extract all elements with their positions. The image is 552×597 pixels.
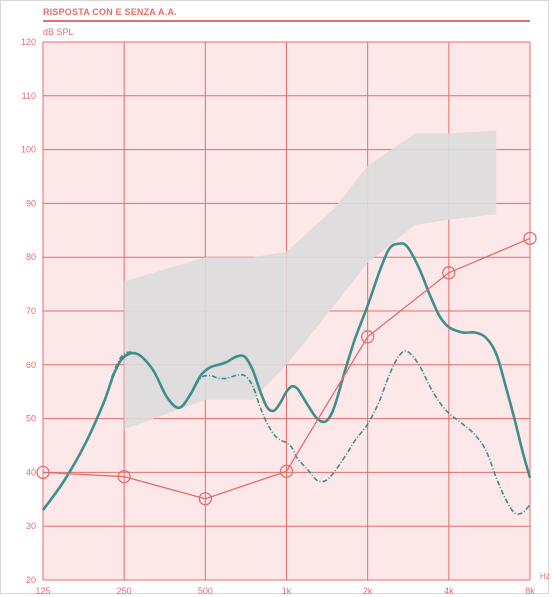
- x-tick-label: 2k: [363, 586, 373, 596]
- y-axis-label: dB SPL: [43, 27, 74, 37]
- y-tick-label: 70: [26, 306, 36, 316]
- y-tick-label: 120: [21, 37, 36, 47]
- threshold-point: [198, 492, 212, 506]
- threshold-point: [279, 464, 294, 478]
- marker-layer: [36, 231, 537, 506]
- threshold-point: [523, 231, 537, 246]
- threshold-point: [442, 266, 456, 280]
- target-band: [124, 130, 497, 430]
- x-tick-label: 250: [117, 586, 132, 596]
- x-tick-labels: 125 250 500 1k 2k 4k 8k: [35, 586, 535, 596]
- chart-title: RISPOSTA CON E SENZA A.A.: [43, 7, 177, 17]
- y-tick-labels: 20 30 40 50 60 70 80 90 100 110 120: [21, 37, 36, 585]
- x-tick-label: 500: [198, 586, 213, 596]
- x-axis-unit-label: Hz: [540, 572, 550, 581]
- x-tick-label: 8k: [525, 586, 535, 596]
- band-layer: [124, 130, 497, 430]
- threshold-point: [361, 330, 375, 344]
- threshold-line: [42, 237, 531, 500]
- response-without-aid-line: [42, 350, 531, 515]
- y-tick-label: 40: [26, 467, 36, 477]
- y-tick-label: 20: [26, 575, 36, 585]
- x-tick-label: 125: [35, 586, 50, 596]
- title-rule: [43, 20, 530, 22]
- threshold-point: [117, 470, 131, 484]
- y-tick-label: 90: [26, 198, 36, 208]
- y-tick-label: 110: [22, 91, 36, 101]
- y-tick-label: 100: [21, 145, 36, 155]
- threshold-point: [36, 465, 50, 480]
- y-tick-label: 80: [26, 252, 36, 262]
- y-tick-label: 60: [26, 360, 36, 370]
- series-layer: [41, 237, 532, 515]
- x-tick-label: 1k: [282, 586, 292, 596]
- x-tick-label: 4k: [444, 586, 454, 596]
- y-tick-label: 50: [26, 414, 36, 424]
- y-tick-label: 30: [26, 521, 36, 531]
